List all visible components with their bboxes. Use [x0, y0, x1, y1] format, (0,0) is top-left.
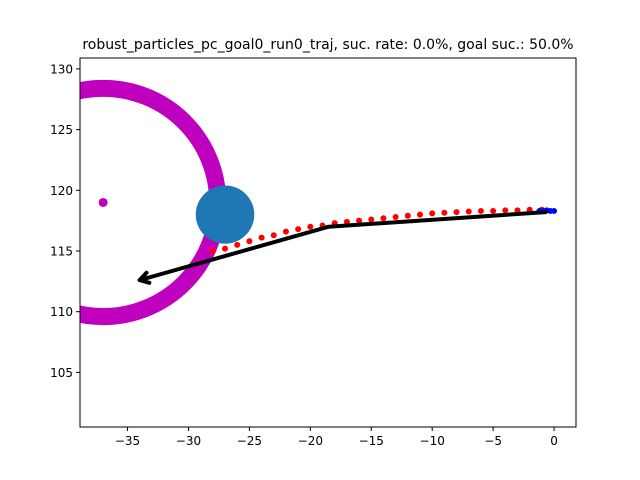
trajectory-point: [234, 241, 241, 248]
trajectory-point: [477, 207, 484, 214]
trajectory-point: [295, 226, 302, 233]
x-tick-label: −35: [115, 434, 140, 448]
trajectory-point: [270, 232, 277, 239]
trajectory-point: [417, 211, 424, 218]
x-axis: −35 −30 −25 −20 −15 −10 −5 0: [115, 427, 558, 448]
y-tick-label: 115: [50, 244, 73, 258]
x-tick-label: 0: [550, 434, 558, 448]
trajectory-point: [502, 207, 509, 214]
trajectory-point: [343, 218, 350, 225]
plot-area: [80, 79, 558, 326]
y-tick-label: 120: [50, 184, 73, 198]
trajectory-point: [307, 223, 314, 230]
x-tick-label: −10: [420, 434, 445, 448]
path-line: [137, 210, 548, 283]
y-axis: 105 110 115 120 125 130: [50, 62, 80, 380]
y-tick-label: 130: [50, 62, 73, 76]
x-tick-label: −5: [484, 434, 502, 448]
y-tick-label: 110: [50, 305, 73, 319]
trajectory-point: [368, 216, 375, 223]
trajectory-point: [465, 208, 472, 215]
plot-frame: [79, 57, 577, 428]
start-point: [551, 207, 558, 214]
trajectory-point: [258, 234, 265, 241]
trajectory-point: [222, 245, 229, 252]
x-tick-label: −30: [176, 434, 201, 448]
x-tick-label: −15: [359, 434, 384, 448]
trajectory-point: [441, 209, 448, 216]
trajectory-point: [209, 247, 216, 254]
x-tick-label: −25: [237, 434, 262, 448]
obstacle-circle: [195, 185, 255, 244]
trajectory-point: [490, 207, 497, 214]
trajectory-point: [392, 214, 399, 221]
y-tick-label: 105: [50, 366, 73, 380]
trajectory-point: [453, 209, 460, 216]
trajectory-point: [380, 215, 387, 222]
x-tick-label: −20: [298, 434, 323, 448]
goal-point: [98, 197, 108, 207]
path-arrowhead: [137, 270, 152, 285]
y-tick-label: 125: [50, 123, 73, 137]
trajectory-point: [514, 207, 521, 214]
trajectory-point: [404, 212, 411, 219]
trajectory-point: [246, 238, 253, 245]
trajectory-point: [282, 228, 289, 235]
trajectory-point: [356, 217, 363, 224]
chart-title: robust_particles_pc_goal0_run0_traj, suc…: [82, 37, 573, 53]
trajectory-point: [429, 210, 436, 217]
